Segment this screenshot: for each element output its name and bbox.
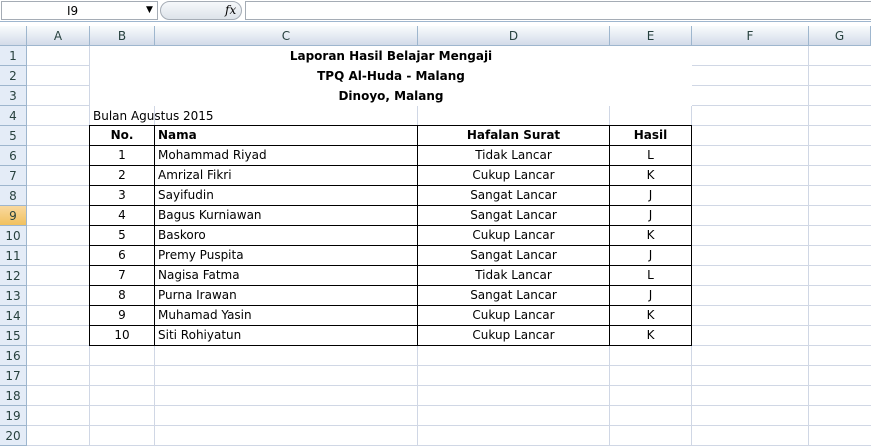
column-header-E[interactable]: E	[610, 26, 692, 46]
table-cell[interactable]: K	[609, 305, 692, 326]
table-cell[interactable]: Siti Rohiyatun	[154, 325, 418, 346]
table-cell[interactable]: Premy Puspita	[154, 245, 418, 266]
table-cell[interactable]: 2	[89, 165, 155, 186]
column-header-B[interactable]: B	[90, 26, 155, 46]
report-title-line: Dinoyo, Malang	[90, 86, 692, 106]
formula-bar: I9 ▼ fx	[0, 0, 871, 22]
table-cell[interactable]: 3	[89, 185, 155, 206]
row-header-13[interactable]: 13	[0, 286, 27, 306]
insert-function-button[interactable]: fx	[160, 1, 242, 20]
row-header-20[interactable]: 20	[0, 426, 27, 446]
row-header-1[interactable]: 1	[0, 46, 27, 66]
table-cell[interactable]: 9	[89, 305, 155, 326]
table-cell[interactable]: Sangat Lancar	[417, 285, 610, 306]
table-cell[interactable]: J	[609, 205, 692, 226]
report-title-line: Laporan Hasil Belajar Mengaji	[90, 46, 692, 66]
table-cell[interactable]: Sayifudin	[154, 185, 418, 206]
period-label: Bulan Agustus 2015	[93, 109, 214, 123]
table-cell[interactable]: 4	[89, 205, 155, 226]
table-cell[interactable]: 10	[89, 325, 155, 346]
table-cell[interactable]: Tidak Lancar	[417, 265, 610, 286]
table-cell[interactable]: Mohammad Riyad	[154, 145, 418, 166]
table-cell[interactable]: K	[609, 225, 692, 246]
row-header-10[interactable]: 10	[0, 226, 27, 246]
row-header-15[interactable]: 15	[0, 326, 27, 346]
name-box[interactable]: I9 ▼	[1, 1, 158, 20]
table-cell[interactable]: Cukup Lancar	[417, 305, 610, 326]
select-all-corner[interactable]	[0, 26, 27, 46]
table-cell[interactable]: Sangat Lancar	[417, 205, 610, 226]
formula-input[interactable]	[245, 1, 871, 20]
table-cell[interactable]: Purna Irawan	[154, 285, 418, 306]
table-cell[interactable]: K	[609, 165, 692, 186]
row-header-14[interactable]: 14	[0, 306, 27, 326]
row-header-2[interactable]: 2	[0, 66, 27, 86]
column-header-A[interactable]: A	[27, 26, 90, 46]
row-header-4[interactable]: 4	[0, 106, 27, 126]
table-cell[interactable]: Baskoro	[154, 225, 418, 246]
gridline	[27, 445, 871, 446]
table-cell[interactable]: Muhamad Yasin	[154, 305, 418, 326]
table-cell[interactable]: 7	[89, 265, 155, 286]
table-cell[interactable]: Nagisa Fatma	[154, 265, 418, 286]
table-cell[interactable]: Amrizal Fikri	[154, 165, 418, 186]
table-cell[interactable]: Tidak Lancar	[417, 145, 610, 166]
gridline	[27, 365, 871, 366]
table-header-cell[interactable]: Hafalan Surat	[417, 125, 610, 146]
row-header-6[interactable]: 6	[0, 146, 27, 166]
table-cell[interactable]: Bagus Kurniawan	[154, 205, 418, 226]
gridline	[27, 405, 871, 406]
row-header-3[interactable]: 3	[0, 86, 27, 106]
gridline	[27, 385, 871, 386]
report-title-line: TPQ Al-Huda - Malang	[90, 66, 692, 86]
name-box-value: I9	[67, 4, 79, 18]
column-header-D[interactable]: D	[418, 26, 610, 46]
table-cell[interactable]: J	[609, 185, 692, 206]
column-header-C[interactable]: C	[155, 26, 418, 46]
dropdown-arrow-icon[interactable]: ▼	[146, 5, 153, 15]
table-header-cell[interactable]: No.	[89, 125, 155, 146]
row-header-9[interactable]: 9	[0, 206, 27, 226]
table-cell[interactable]: 1	[89, 145, 155, 166]
table-header-cell[interactable]: Nama	[154, 125, 418, 146]
gridline	[808, 46, 809, 446]
row-header-12[interactable]: 12	[0, 266, 27, 286]
row-header-7[interactable]: 7	[0, 166, 27, 186]
table-cell[interactable]: Sangat Lancar	[417, 245, 610, 266]
table-cell[interactable]: J	[609, 245, 692, 266]
row-header-17[interactable]: 17	[0, 366, 27, 386]
row-header-8[interactable]: 8	[0, 186, 27, 206]
fx-icon: fx	[225, 3, 237, 17]
column-header-F[interactable]: F	[692, 26, 809, 46]
worksheet-grid[interactable]: A B C D E F G 1 2 3 4 5 6 7 8 9 10 11 12 13 14 15 16 17 18 19 20 La…	[0, 26, 871, 448]
column-header-G[interactable]: G	[809, 26, 871, 46]
table-cell[interactable]: J	[609, 285, 692, 306]
table-cell[interactable]: L	[609, 145, 692, 166]
row-header-19[interactable]: 19	[0, 406, 27, 426]
table-cell[interactable]: 6	[89, 245, 155, 266]
table-header-cell[interactable]: Hasil	[609, 125, 692, 146]
row-header-5[interactable]: 5	[0, 126, 27, 146]
table-cell[interactable]: K	[609, 325, 692, 346]
table-cell[interactable]: Cukup Lancar	[417, 325, 610, 346]
table-cell[interactable]: Cukup Lancar	[417, 225, 610, 246]
table-cell[interactable]: Cukup Lancar	[417, 165, 610, 186]
row-header-18[interactable]: 18	[0, 386, 27, 406]
row-header-11[interactable]: 11	[0, 246, 27, 266]
gridline	[27, 425, 871, 426]
table-cell[interactable]: 5	[89, 225, 155, 246]
row-header-16[interactable]: 16	[0, 346, 27, 366]
table-cell[interactable]: Sangat Lancar	[417, 185, 610, 206]
table-cell[interactable]: L	[609, 265, 692, 286]
table-cell[interactable]: 8	[89, 285, 155, 306]
